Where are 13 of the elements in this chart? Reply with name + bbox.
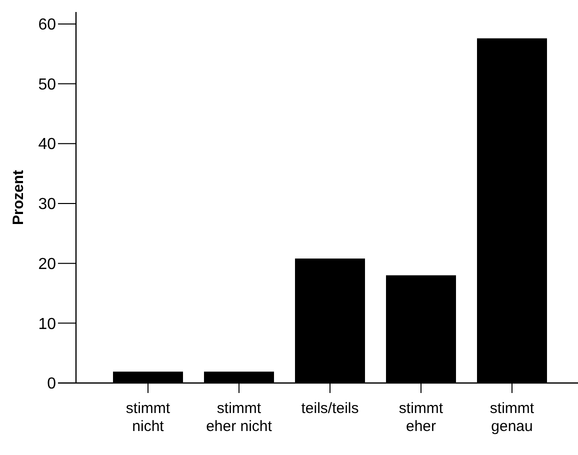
x-tick-label: teils/teils — [301, 400, 359, 417]
y-tick-label: 20 — [38, 256, 56, 273]
x-tick-label: stimmt eher — [398, 400, 444, 435]
y-axis-title: Prozent — [10, 170, 27, 226]
y-tick-label: 10 — [38, 316, 56, 333]
x-tick-label: stimmt nicht — [126, 400, 171, 435]
x-tick-label: stimmt eher nicht — [206, 400, 273, 435]
y-tick-label: 50 — [38, 76, 56, 94]
y-tick-label: 40 — [38, 136, 56, 154]
y-tick-label: 30 — [38, 196, 56, 214]
y-tick-label: 60 — [38, 16, 56, 34]
x-tick-label: stimmt genau — [490, 400, 535, 435]
y-tick-label: 0 — [47, 376, 56, 393]
